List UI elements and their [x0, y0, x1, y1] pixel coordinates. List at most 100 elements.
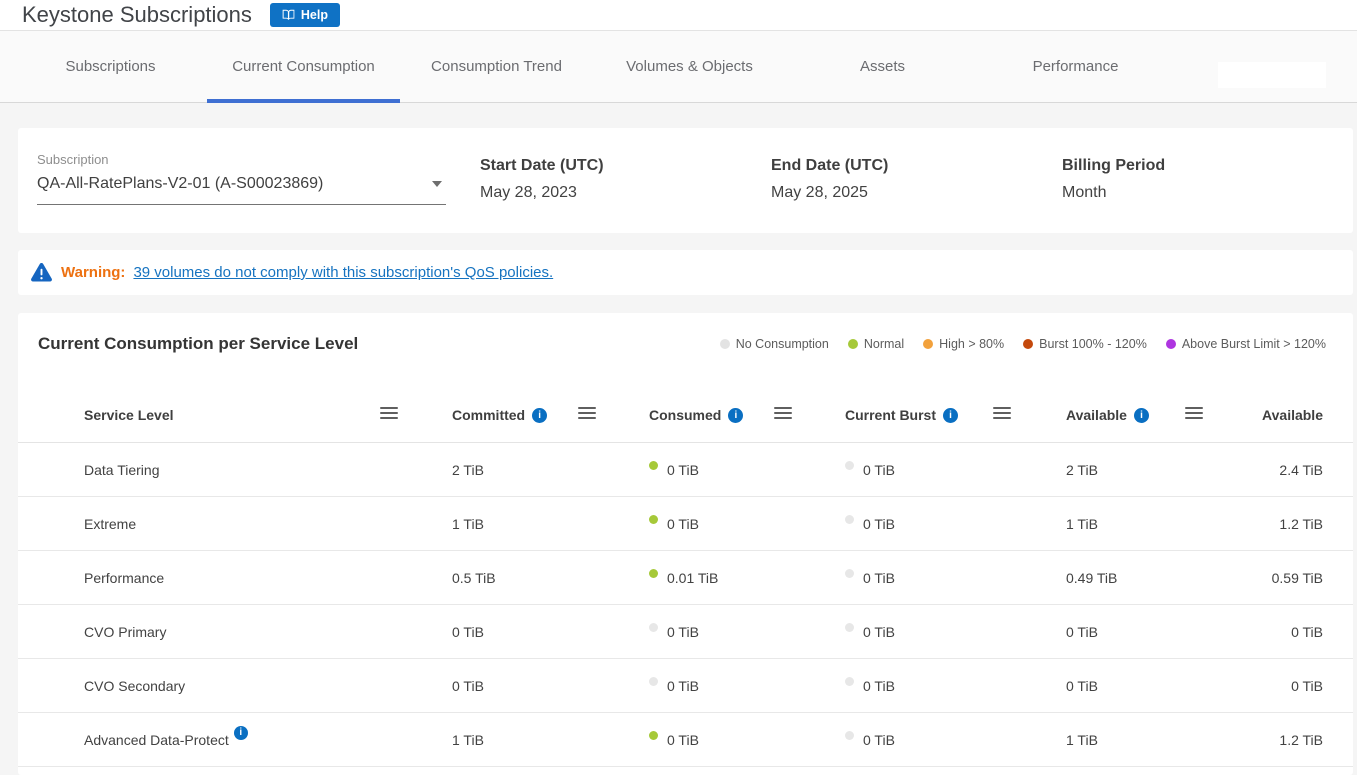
- service-level-cell: CVO Primary: [84, 624, 380, 640]
- top-bar: Keystone Subscriptions Help: [0, 0, 1357, 31]
- column-menu-icon[interactable]: [380, 407, 398, 419]
- available-cell: 0.49 TiB: [1066, 569, 1118, 586]
- column-menu-icon[interactable]: [1185, 407, 1203, 419]
- current-burst-cell: 0 TiB: [845, 569, 993, 586]
- warning-label: Warning:: [61, 264, 126, 281]
- info-icon[interactable]: i: [943, 407, 959, 423]
- qos-noncompliance-link[interactable]: 39 volumes do not comply with this subsc…: [133, 264, 554, 281]
- info-icon[interactable]: i: [728, 407, 744, 423]
- service-level-cell: Data Tiering: [84, 462, 380, 478]
- current-burst-cell: 0 TiB: [845, 677, 993, 694]
- subscription-select-value: QA-All-RatePlans-V2-01 (A-S00023869): [37, 175, 324, 192]
- status-dot: [649, 677, 658, 686]
- status-dot: [649, 569, 658, 578]
- consumed-cell-value: 0 TiB: [667, 731, 699, 748]
- column-header-available-with-burst: Available: [1249, 407, 1323, 423]
- available-cell: 1 TiB: [1066, 515, 1098, 532]
- available-with-burst-cell: 0 TiB: [1291, 623, 1323, 640]
- current-burst-cell: 0 TiB: [845, 731, 993, 748]
- column-menu-icon[interactable]: [578, 407, 596, 419]
- consumed-cell: 0 TiB: [649, 677, 774, 694]
- help-button[interactable]: Help: [269, 3, 340, 27]
- consumed-cell: 0 TiB: [649, 461, 774, 478]
- available-cell: 2 TiB: [1066, 461, 1098, 478]
- panel-title: Current Consumption per Service Level: [38, 334, 359, 353]
- consumption-legend: No Consumption Normal High > 80% Burst 100%…: [719, 337, 1326, 351]
- detail-value: Month: [1062, 184, 1107, 201]
- committed-cell: 1 TiB: [452, 731, 484, 748]
- page-title: Keystone Subscriptions: [22, 2, 252, 27]
- column-header-label: Consumed: [649, 407, 722, 423]
- book-icon: [282, 9, 295, 21]
- current-burst-cell-value: 0 TiB: [863, 623, 895, 640]
- column-header-service-level: Service Level: [84, 407, 380, 423]
- service-level-name: Extreme: [84, 515, 137, 532]
- tab-volumes-objects[interactable]: Volumes & Objects: [626, 58, 753, 75]
- status-dot: [845, 623, 854, 632]
- available-cell: 0 TiB: [1066, 677, 1098, 694]
- legend-dot-icon: [1023, 339, 1034, 349]
- status-dot: [845, 731, 854, 740]
- legend-label: Above Burst Limit > 120%: [1181, 337, 1326, 351]
- available-with-burst-cell: 0 TiB: [1291, 677, 1323, 694]
- detail-label: Billing Period: [1062, 157, 1166, 174]
- legend-label: Normal: [863, 337, 905, 351]
- subscription-select-block: Subscription QA-All-RatePlans-V2-01 (A-S…: [37, 128, 446, 233]
- current-burst-cell: 0 TiB: [845, 461, 993, 478]
- chevron-down-icon: [432, 181, 442, 187]
- service-level-name: CVO Secondary: [84, 677, 186, 694]
- detail-label: End Date (UTC): [771, 157, 889, 174]
- panel-header: Current Consumption per Service Level No…: [18, 313, 1353, 354]
- status-dot: [845, 515, 854, 524]
- current-burst-cell: 0 TiB: [845, 515, 993, 532]
- table-row-advanced-data-protect: Advanced Data-Protect i 1 TiB 0 TiB 0 TiB 1 T…: [18, 713, 1353, 767]
- legend-dot-icon: [719, 339, 730, 349]
- column-header-committed: Committed i: [452, 407, 578, 423]
- service-level-name: Performance: [84, 569, 165, 586]
- consumed-cell: 0 TiB: [649, 623, 774, 640]
- tab-current-consumption[interactable]: Current Consumption: [207, 31, 400, 103]
- table-row-data-tiering: Data Tiering 2 TiB 0 TiB 0 TiB 2 TiB 2.4 TiB: [18, 443, 1353, 497]
- legend-label: No Consumption: [735, 337, 829, 351]
- tab-bar-blank-box: [1218, 62, 1326, 88]
- current-burst-cell-value: 0 TiB: [863, 461, 895, 478]
- tab-consumption-trend[interactable]: Consumption Trend: [431, 58, 562, 75]
- available-cell: 0 TiB: [1066, 623, 1098, 640]
- info-icon[interactable]: i: [233, 725, 248, 740]
- status-dot: [649, 731, 658, 740]
- consumed-cell-value: 0 TiB: [667, 623, 699, 640]
- subscription-select[interactable]: QA-All-RatePlans-V2-01 (A-S00023869): [37, 175, 446, 205]
- service-level-cell: CVO Secondary: [84, 678, 380, 694]
- detail-label: Start Date (UTC): [480, 157, 604, 174]
- info-icon[interactable]: i: [532, 407, 548, 423]
- detail-value: May 28, 2023: [480, 184, 577, 201]
- main-content: Subscription QA-All-RatePlans-V2-01 (A-S…: [0, 103, 1357, 775]
- consumed-cell-value: 0 TiB: [667, 515, 699, 532]
- help-button-label: Help: [300, 8, 328, 22]
- column-header-label: Service Level: [84, 407, 174, 423]
- committed-cell: 1 TiB: [452, 515, 484, 532]
- tab-performance[interactable]: Performance: [1032, 58, 1119, 75]
- current-burst-cell-value: 0 TiB: [863, 569, 895, 586]
- subscription-details: Start Date (UTC) May 28, 2023 End Date (UT…: [480, 128, 1353, 233]
- column-menu-icon[interactable]: [774, 407, 792, 419]
- tab-assets[interactable]: Assets: [859, 58, 905, 75]
- detail-field-billing-period: Billing Period Month: [1062, 128, 1353, 233]
- subscription-summary-card: Subscription QA-All-RatePlans-V2-01 (A-S…: [18, 128, 1353, 233]
- status-dot: [649, 515, 658, 524]
- table-row-performance: Performance 0.5 TiB 0.01 TiB 0 TiB 0.49 TiB 0…: [18, 551, 1353, 605]
- detail-field-end-date-utc: End Date (UTC) May 28, 2025: [771, 128, 1062, 233]
- detail-value: May 28, 2025: [771, 184, 868, 201]
- current-burst-cell: 0 TiB: [845, 623, 993, 640]
- column-header-consumed: Consumed i: [649, 407, 774, 423]
- committed-cell: 0.5 TiB: [452, 569, 496, 586]
- tab-subscriptions[interactable]: Subscriptions: [65, 58, 156, 75]
- service-level-cell: Performance: [84, 570, 380, 586]
- legend-label: Burst 100% - 120%: [1039, 337, 1147, 351]
- table-header-row: Service Level Committed i Consumed i Current …: [18, 354, 1353, 443]
- current-burst-cell-value: 0 TiB: [863, 515, 895, 532]
- info-icon[interactable]: i: [1133, 407, 1149, 423]
- legend-item-above-burst-limit-120: Above Burst Limit > 120%: [1165, 337, 1326, 351]
- legend-label: High > 80%: [939, 337, 1005, 351]
- column-menu-icon[interactable]: [993, 407, 1011, 419]
